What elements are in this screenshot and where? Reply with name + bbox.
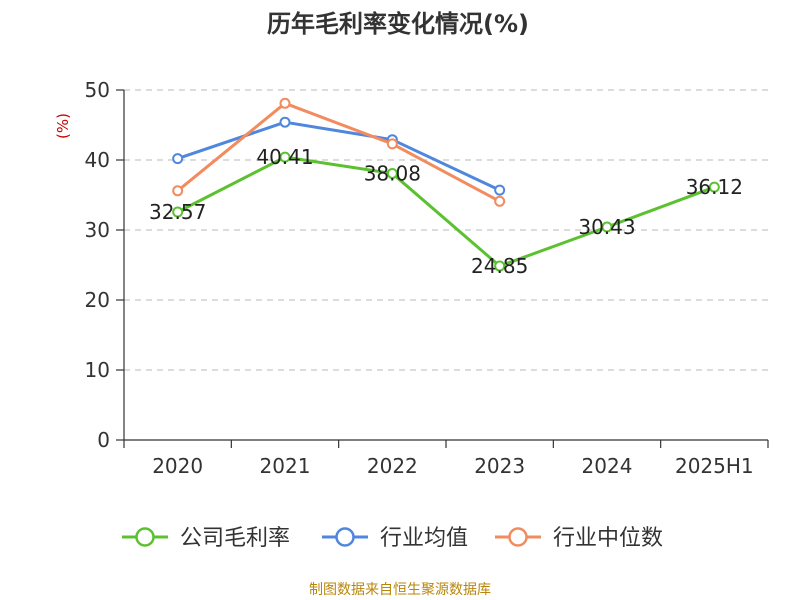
point-industry_avg-2023[interactable] bbox=[494, 184, 506, 196]
source-note: 制图数据来自恒生聚源数据库 bbox=[309, 582, 491, 598]
legend: 公司毛利率 行业均值 行业中位数 bbox=[122, 526, 663, 551]
point-company-2025H1[interactable] bbox=[708, 181, 720, 193]
x-tick-label-2020: 2020 bbox=[152, 454, 203, 478]
x-tick-label-2025H1: 2025H1 bbox=[675, 454, 754, 478]
point-company-2023[interactable] bbox=[494, 260, 506, 272]
y-tick-label-20: 20 bbox=[85, 288, 110, 312]
x-tick-label-2021: 2021 bbox=[260, 454, 311, 478]
series-line-company bbox=[176, 155, 715, 268]
point-company-2020[interactable] bbox=[172, 206, 184, 218]
series-line-industry_avg bbox=[177, 120, 501, 192]
series-industry_median bbox=[172, 97, 506, 207]
y-tick-label-30: 30 bbox=[85, 218, 110, 242]
point-industry_avg-2020[interactable] bbox=[172, 153, 184, 165]
data-labels: 32.57 40.41 38.08 24.85 30.43 36.12 bbox=[149, 145, 743, 278]
legend-item-company[interactable]: 公司毛利率 bbox=[122, 526, 290, 551]
chart-title: 历年毛利率变化情况(%) bbox=[267, 10, 529, 38]
legend-item-industry_median[interactable]: 行业中位数 bbox=[495, 526, 663, 551]
legend-swatch-marker bbox=[335, 527, 355, 547]
series-lines bbox=[172, 97, 720, 272]
series-industry_avg bbox=[172, 116, 506, 196]
series-company bbox=[172, 151, 720, 272]
data-label-2020: 32.57 bbox=[149, 200, 206, 224]
x-tick-label-2022: 2022 bbox=[367, 454, 418, 478]
x-tick-label-2023: 2023 bbox=[474, 454, 525, 478]
point-industry_avg-2021[interactable] bbox=[279, 116, 291, 128]
point-industry_median-2023[interactable] bbox=[494, 195, 506, 207]
y-tick-label-0: 0 bbox=[97, 428, 110, 452]
point-industry_median-2022[interactable] bbox=[386, 138, 398, 150]
grid-lines bbox=[124, 89, 768, 371]
point-industry_median-2021[interactable] bbox=[279, 97, 291, 109]
data-label-2025H1: 36.12 bbox=[686, 175, 743, 199]
y-tick-label-40: 40 bbox=[85, 148, 110, 172]
data-label-2023: 24.85 bbox=[471, 254, 528, 278]
data-label-2021: 40.41 bbox=[256, 145, 313, 169]
y-tick-label-10: 10 bbox=[85, 358, 110, 382]
point-company-2022[interactable] bbox=[386, 167, 398, 179]
point-company-2021[interactable] bbox=[279, 151, 291, 163]
legend-swatch-marker bbox=[508, 527, 528, 547]
y-tick-label-50: 50 bbox=[85, 78, 110, 102]
data-label-2022: 38.08 bbox=[364, 161, 421, 185]
point-company-2024[interactable] bbox=[601, 221, 613, 233]
x-tick-label-2024: 2024 bbox=[582, 454, 633, 478]
axes: 0 10 20 30 40 50 2020 2021 2022 2023 2024 2025H1 bbox=[85, 78, 769, 478]
legend-label-company: 公司毛利率 bbox=[180, 526, 290, 551]
legend-item-industry_avg[interactable]: 行业均值 bbox=[322, 526, 468, 551]
legend-label-industry_avg: 行业均值 bbox=[380, 526, 468, 551]
legend-label-industry_median: 行业中位数 bbox=[553, 526, 663, 551]
y-axis-unit-label: (%) bbox=[54, 113, 72, 139]
data-label-2024: 30.43 bbox=[578, 215, 635, 239]
series-line-industry_median bbox=[176, 101, 501, 203]
legend-swatch-marker bbox=[135, 527, 155, 547]
point-industry_median-2020[interactable] bbox=[172, 185, 184, 197]
